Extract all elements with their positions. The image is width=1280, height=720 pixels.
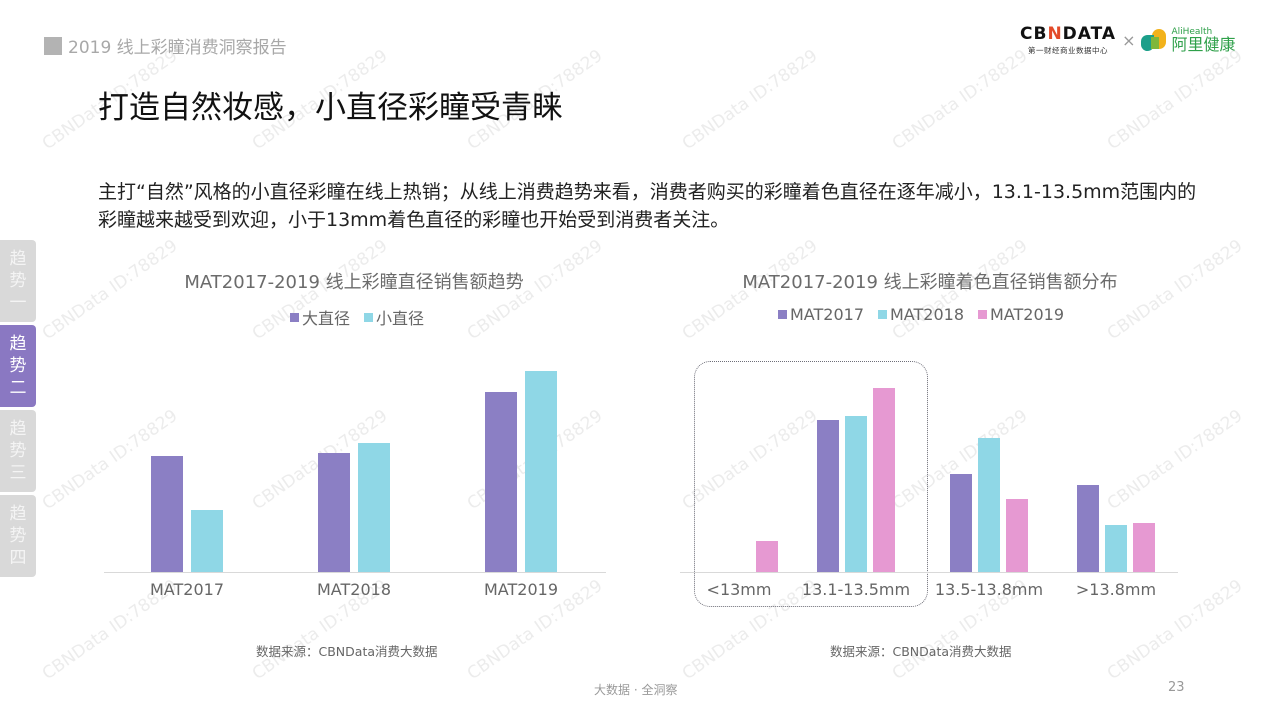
x-axis-label: 13.5-13.8mm	[934, 580, 1044, 599]
chart1-axis-line	[104, 572, 606, 573]
x-axis-label: <13mm	[706, 580, 772, 599]
chart1-legend: 大直径 小直径	[290, 305, 424, 329]
side-tab-char: 势	[9, 356, 27, 376]
legend-item: MAT2019	[978, 305, 1064, 324]
alihealth-heart-icon	[1141, 29, 1167, 51]
chart2-plot	[680, 362, 1178, 572]
bar-小直径-MAT2018	[358, 443, 390, 572]
report-header: 2019 线上彩瞳消费洞察报告	[44, 33, 287, 58]
bar-MAT2017-13.5-13.8mm	[950, 474, 972, 572]
bar-大直径-MAT2017	[151, 456, 183, 572]
side-tab-char: 一	[9, 293, 27, 313]
chart1-plot	[104, 362, 606, 572]
legend-swatch-icon	[878, 310, 887, 319]
bar-MAT2019-<13mm	[756, 541, 778, 572]
legend-label: MAT2019	[990, 305, 1064, 324]
side-tab-char: 趋	[9, 249, 27, 269]
legend-item: MAT2018	[878, 305, 964, 324]
side-tab-char: 趋	[9, 419, 27, 439]
chart2-title: MAT2017-2019 线上彩瞳着色直径销售额分布	[742, 272, 1118, 293]
x-axis-label: >13.8mm	[1075, 580, 1157, 599]
legend-item: 小直径	[364, 305, 424, 329]
slide-title: 打造自然妆感，小直径彩瞳受青睐	[98, 90, 563, 126]
side-tab-char: 势	[9, 441, 27, 461]
bar-大直径-MAT2018	[318, 453, 350, 572]
bar-MAT2019-13.1-13.5mm	[873, 388, 895, 572]
bar-MAT2018-13.5-13.8mm	[978, 438, 1000, 572]
alihealth-logo: AliHealth 阿里健康	[1141, 26, 1236, 54]
bar-大直径-MAT2019	[485, 392, 517, 572]
side-tab-char: 四	[9, 548, 27, 568]
side-tab-4[interactable]: 趋势四	[0, 495, 36, 577]
watermark-text: CBNData ID:78829	[678, 45, 822, 155]
side-tab-3[interactable]: 趋势三	[0, 410, 36, 492]
footer-slogan: 大数据 · 全洞察	[594, 683, 678, 697]
side-tab-char: 势	[9, 526, 27, 546]
alihealth-en: AliHealth	[1171, 26, 1213, 37]
bar-MAT2019-13.5-13.8mm	[1006, 499, 1028, 572]
side-tab-1[interactable]: 趋势一	[0, 240, 36, 322]
chart2-axis-line	[680, 572, 1178, 573]
bar-MAT2017->13.8mm	[1077, 485, 1099, 572]
legend-item: 大直径	[290, 305, 350, 329]
legend-label: MAT2017	[790, 305, 864, 324]
chart1-title: MAT2017-2019 线上彩瞳直径销售额趋势	[184, 272, 524, 293]
legend-label: MAT2018	[890, 305, 964, 324]
cbndata-subtitle: 第一财经商业数据中心	[1028, 46, 1109, 55]
bar-小直径-MAT2019	[525, 371, 557, 572]
legend-label: 大直径	[302, 309, 351, 328]
highlight-box	[694, 361, 928, 607]
side-tab-2[interactable]: 趋势二	[0, 325, 36, 407]
bar-MAT2018->13.8mm	[1105, 525, 1127, 572]
bar-MAT2018-13.1-13.5mm	[845, 416, 867, 572]
header-square-icon	[44, 36, 62, 55]
x-axis-label: MAT2019	[484, 580, 558, 599]
side-tabs: 趋势一趋势二趋势三趋势四	[0, 240, 36, 580]
slide-description: 主打“自然”风格的小直径彩瞳在线上热销；从线上消费趋势来看，消费者购买的彩瞳着色…	[98, 181, 1197, 231]
watermark-text: CBNData ID:78829	[888, 45, 1032, 155]
x-axis-label: 13.1-13.5mm	[801, 580, 911, 599]
legend-label: 小直径	[376, 309, 425, 328]
page-number: 23	[1168, 680, 1185, 695]
side-tab-char: 二	[9, 378, 27, 398]
bar-MAT2019->13.8mm	[1133, 523, 1155, 572]
side-tab-char: 势	[9, 271, 27, 291]
side-tab-char: 三	[9, 463, 27, 483]
legend-swatch-icon	[978, 310, 987, 319]
bar-小直径-MAT2017	[191, 510, 223, 572]
x-axis-label: MAT2017	[150, 580, 224, 599]
partner-logos: CBNDATA 第一财经商业数据中心 × AliHealth 阿里健康	[1020, 24, 1235, 56]
chart1-source: 数据来源：CBNData消费大数据	[256, 644, 438, 659]
watermark-text: CBNData ID:78829	[1103, 45, 1247, 155]
chart2-legend: MAT2017 MAT2018 MAT2019	[778, 305, 1064, 324]
cbndata-brand: CBNDATA	[1020, 24, 1117, 44]
bar-MAT2017-13.1-13.5mm	[817, 420, 839, 572]
side-tab-char: 趋	[9, 334, 27, 354]
side-tab-char: 趋	[9, 504, 27, 524]
legend-item: MAT2017	[778, 305, 864, 324]
cbndata-logo: CBNDATA 第一财经商业数据中心	[1020, 24, 1116, 56]
legend-swatch-icon	[290, 312, 299, 322]
legend-swatch-icon	[364, 312, 374, 322]
chart2-source: 数据来源：CBNData消费大数据	[830, 644, 1012, 659]
x-axis-label: MAT2018	[317, 580, 391, 599]
report-title: 2019 线上彩瞳消费洞察报告	[68, 38, 287, 58]
alihealth-cn: 阿里健康	[1171, 34, 1236, 54]
legend-swatch-icon	[778, 310, 787, 319]
times-icon: ×	[1122, 30, 1136, 50]
